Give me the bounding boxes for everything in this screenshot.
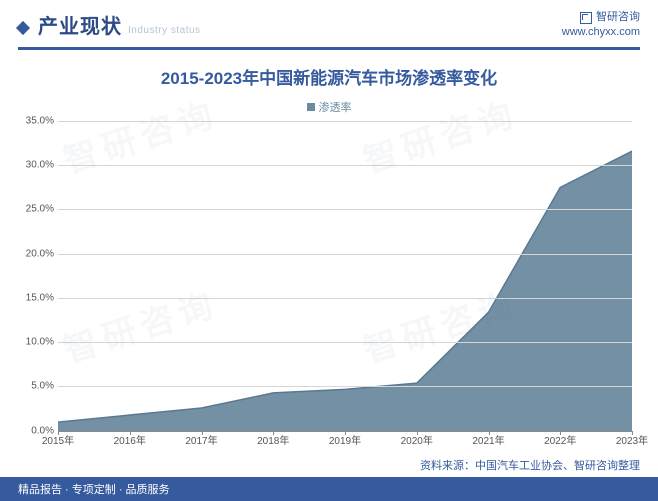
legend-label: 渗透率 xyxy=(319,99,352,115)
grid-line xyxy=(58,298,632,299)
x-axis-label: 2017年 xyxy=(185,432,217,447)
x-axis-label: 2022年 xyxy=(544,432,576,447)
x-axis-label: 2016年 xyxy=(114,432,146,447)
y-axis-label: 5.0% xyxy=(18,381,54,392)
x-axis-label: 2020年 xyxy=(401,432,433,447)
y-axis-label: 35.0% xyxy=(18,115,54,126)
chart-legend: 渗透率 xyxy=(18,99,640,115)
grid-line xyxy=(58,209,632,210)
header-right: 智研咨询 www.chyxx.com xyxy=(562,10,640,41)
chart-title: 2015-2023年中国新能源汽车市场渗透率变化 xyxy=(18,64,640,89)
chart-plot: 0.0%5.0%10.0%15.0%20.0%25.0%30.0%35.0%20… xyxy=(58,121,632,431)
x-axis-label: 2019年 xyxy=(329,432,361,447)
section-subtitle: Industry status xyxy=(128,25,201,36)
y-axis-label: 25.0% xyxy=(18,204,54,215)
x-axis-label: 2023年 xyxy=(616,432,648,447)
header: 产业现状 Industry status 智研咨询 www.chyxx.com xyxy=(0,0,658,41)
x-axis-label: 2018年 xyxy=(257,432,289,447)
brand-url: www.chyxx.com xyxy=(562,25,640,40)
y-axis-label: 15.0% xyxy=(18,292,54,303)
brand-line: 智研咨询 xyxy=(562,10,640,25)
header-left: 产业现状 Industry status xyxy=(18,10,201,39)
x-axis-label: 2015年 xyxy=(42,432,74,447)
footer-text: 精品报告 · 专项定制 · 品质服务 xyxy=(18,481,170,497)
grid-line xyxy=(58,165,632,166)
grid-line xyxy=(58,342,632,343)
y-axis-label: 30.0% xyxy=(18,160,54,171)
brand-icon xyxy=(580,12,592,24)
footer-bar: 精品报告 · 专项定制 · 品质服务 xyxy=(0,477,658,501)
y-axis-label: 20.0% xyxy=(18,248,54,259)
grid-line xyxy=(58,386,632,387)
legend-swatch-icon xyxy=(307,103,315,111)
brand-name: 智研咨询 xyxy=(596,10,640,25)
grid-line xyxy=(58,121,632,122)
x-axis-label: 2021年 xyxy=(472,432,504,447)
diamond-icon xyxy=(16,21,30,35)
grid-line xyxy=(58,254,632,255)
source-attribution: 资料来源：中国汽车工业协会、智研咨询整理 xyxy=(420,457,640,473)
area-series xyxy=(58,121,632,431)
y-axis-label: 10.0% xyxy=(18,337,54,348)
section-title: 产业现状 xyxy=(38,10,122,39)
chart-container: 2015-2023年中国新能源汽车市场渗透率变化 渗透率 0.0%5.0%10.… xyxy=(0,50,658,431)
